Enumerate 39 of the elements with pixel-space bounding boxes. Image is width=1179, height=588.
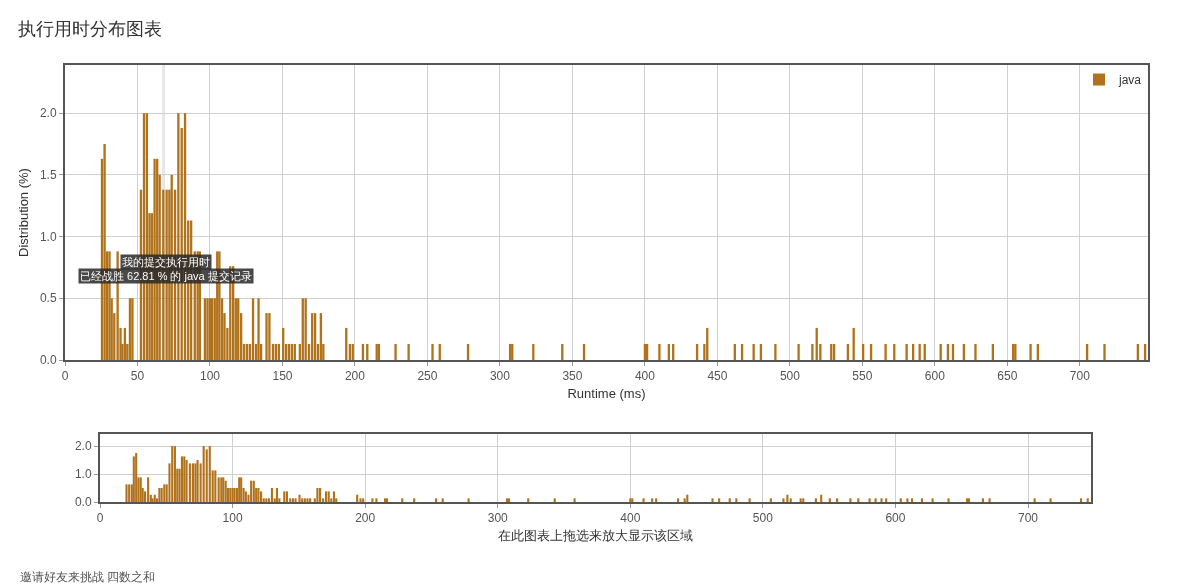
y-tick-label: 1.0 [74, 467, 92, 482]
x-tick-label: 550 [852, 369, 873, 384]
x-tick-label: 450 [707, 369, 728, 384]
x-tick-label: 0 [61, 369, 69, 384]
x-tick-label: 0 [96, 511, 104, 526]
text: 邀请好友来挑战 四数之和 [20, 570, 156, 584]
y-tick-label: 0.0 [39, 353, 57, 368]
x-tick-label: 250 [417, 369, 438, 384]
x-tick-label: 100 [222, 511, 243, 526]
x-tick-label: 600 [924, 369, 946, 384]
x-axis-title: 在此图表上拖选来放大显示该区域 [498, 527, 693, 543]
x-tick-label: 350 [562, 369, 583, 384]
x-tick-label: 200 [355, 511, 376, 526]
legend-label: java [1118, 73, 1142, 88]
x-tick-label: 100 [199, 369, 221, 384]
y-tick-label: 0.0 [74, 495, 92, 510]
annotation: 我的提交执行用时 [122, 256, 210, 268]
x-tick-label: 200 [344, 369, 366, 384]
x-tick-label: 700 [1018, 511, 1039, 526]
x-axis-title: Runtime (ms) [567, 385, 646, 401]
x-tick-label: 400 [620, 511, 641, 526]
y-tick-label: 0.5 [39, 291, 57, 306]
x-tick-label: 600 [885, 511, 906, 526]
x-tick-label: 700 [1069, 369, 1091, 384]
x-tick-label: 50 [130, 369, 145, 384]
x-tick-label: 500 [779, 369, 801, 384]
x-tick-label: 300 [489, 369, 511, 384]
x-tick-label: 150 [272, 369, 293, 384]
x-tick-label: 400 [634, 369, 656, 384]
chart-title: 执行用时分布图表 [18, 19, 162, 39]
y-tick-label: 1.0 [39, 229, 57, 244]
y-axis-title: Distribution (%) [16, 168, 32, 257]
x-tick-label: 300 [487, 511, 509, 526]
y-tick-label: 1.5 [39, 168, 57, 183]
y-tick-label: 2.0 [74, 439, 92, 454]
x-tick-label: 500 [752, 511, 774, 526]
y-tick-label: 2.0 [39, 106, 57, 121]
annotation: 已经战胜 62.81 % 的 java 提交记录 [80, 270, 252, 282]
x-tick-label: 650 [997, 369, 1018, 384]
